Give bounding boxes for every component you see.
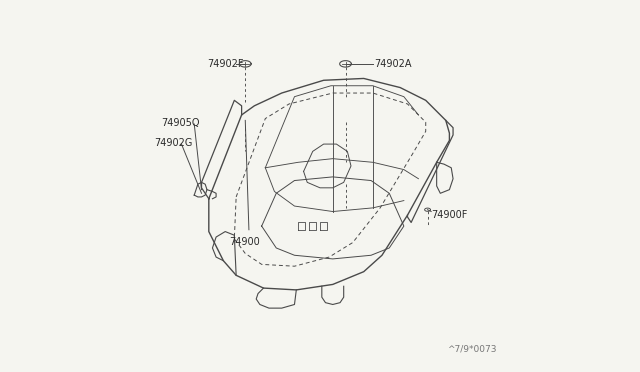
Text: 74900: 74900	[229, 237, 260, 247]
Text: 74905Q: 74905Q	[161, 118, 200, 128]
Text: 74902F: 74902F	[207, 59, 243, 69]
Text: ^7/9*0073: ^7/9*0073	[447, 345, 497, 354]
Text: 74902G: 74902G	[154, 138, 193, 148]
Text: 74902A: 74902A	[374, 59, 412, 69]
Text: 74900F: 74900F	[431, 210, 468, 220]
